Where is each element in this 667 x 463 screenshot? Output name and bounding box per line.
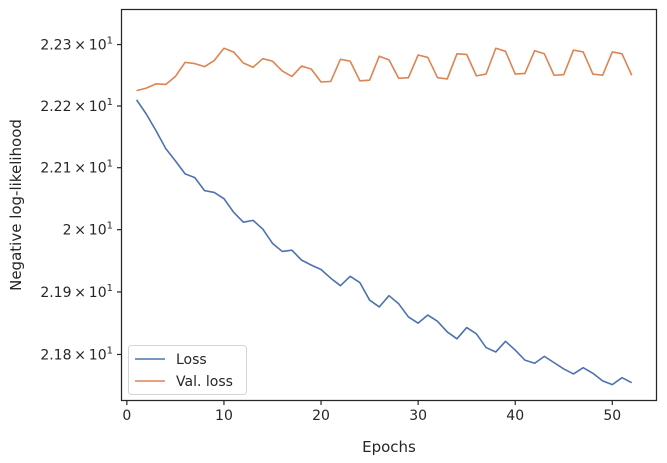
x-tick-label: 50 [603,408,621,424]
y-tick-label: 2.18 × 101 [40,345,113,363]
y-tick-label: 2.23 × 101 [40,36,113,54]
y-tick-label: 2.19 × 101 [40,283,113,301]
plot-lines [135,47,633,386]
legend-label-loss: Loss [176,352,207,368]
x-axis: 0 10 20 30 40 50 [122,400,621,424]
x-axis-label: Epochs [362,438,416,456]
x-tick-label: 0 [122,408,131,424]
y-axis: 2.18 × 101 2.19 × 101 2 × 101 2.21 × 101 2.2… [40,36,122,363]
legend: Loss Val. loss [128,345,247,395]
legend-label-val-loss: Val. loss [176,374,233,390]
y-tick-label: 2 × 101 [63,221,113,239]
y-tick-label: 2.22 × 101 [40,97,113,115]
x-tick-label: 10 [215,408,233,424]
x-tick-label: 40 [506,408,524,424]
plot-frame [120,8,658,402]
y-axis-label: Negative log-likelihood [7,119,25,291]
x-tick-label: 20 [312,408,330,424]
series-line-1 [136,47,633,92]
legend-box [128,345,247,395]
series-line-0 [135,99,633,386]
y-tick-label: 2.21 × 101 [40,159,113,177]
x-tick-label: 30 [409,408,427,424]
